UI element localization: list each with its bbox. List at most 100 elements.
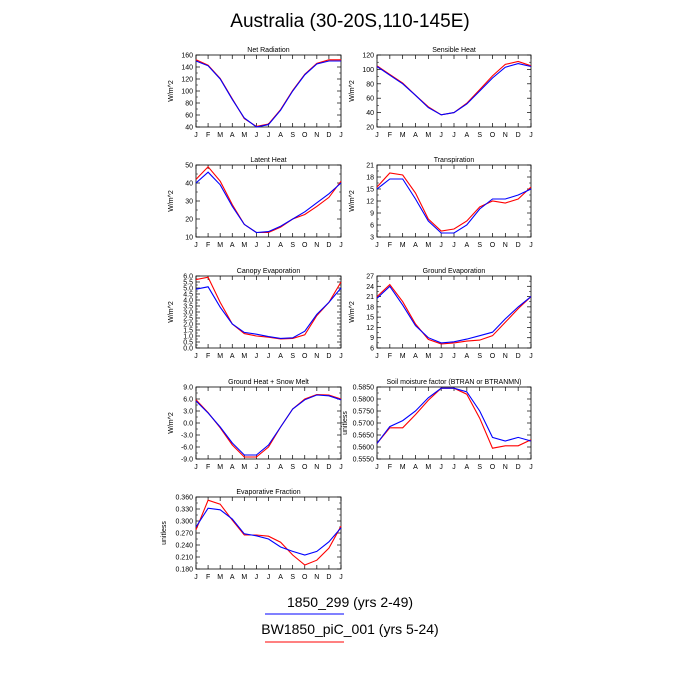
x-tick-label: A — [230, 464, 235, 471]
y-tick-label: 0.240 — [175, 543, 193, 550]
x-tick-label: N — [503, 353, 508, 360]
x-tick-label: N — [503, 132, 508, 139]
panel-7: Soil moisture factor (BTRAN or BTRANMN) J… — [342, 379, 533, 471]
y-tick-label: 60 — [366, 96, 374, 103]
x-tick-label: A — [278, 464, 283, 471]
x-tick-label: M — [217, 132, 223, 139]
y-tick-label: 21 — [366, 294, 374, 301]
y-tick-label: 0.180 — [175, 567, 193, 574]
x-tick-label: J — [452, 464, 456, 471]
y-tick-label: 0.210 — [175, 555, 193, 562]
y-tick-label: 3.5 — [183, 304, 193, 311]
x-tick-label: M — [425, 132, 431, 139]
y-tick-label: 4.5 — [183, 292, 193, 299]
x-tick-label: F — [388, 464, 392, 471]
x-tick-label: A — [413, 242, 418, 249]
y-tick-label: 6.0 — [183, 397, 193, 404]
x-tick-label: A — [464, 464, 469, 471]
x-tick-label: M — [217, 242, 223, 249]
x-tick-label: J — [439, 242, 443, 249]
x-tick-label: J — [375, 242, 379, 249]
x-tick-label: J — [375, 353, 379, 360]
x-tick-label: J — [194, 464, 198, 471]
panel-title: Net Radiation — [247, 47, 290, 54]
x-tick-label: D — [326, 353, 331, 360]
x-tick-label: J — [267, 242, 271, 249]
panel-title: Transpiration — [434, 157, 475, 164]
x-tick-label: N — [503, 464, 508, 471]
x-tick-label: D — [326, 574, 331, 581]
y-tick-label: 18 — [366, 175, 374, 182]
y-tick-label: 60 — [185, 113, 193, 120]
x-tick-label: S — [290, 464, 295, 471]
y-tick-label: 80 — [366, 81, 374, 88]
y-tick-label: 21 — [366, 163, 374, 170]
y-tick-label: 0.5650 — [353, 433, 375, 440]
y-axis-label: W/m^2 — [168, 412, 175, 434]
y-tick-label: 120 — [362, 53, 374, 60]
x-tick-label: J — [255, 132, 259, 139]
x-tick-label: A — [230, 353, 235, 360]
x-tick-label: F — [388, 242, 392, 249]
y-axis-label: W/m^2 — [168, 301, 175, 323]
y-tick-label: 2.5 — [183, 316, 193, 323]
y-tick-label: 30 — [185, 199, 193, 206]
y-tick-label: 1.5 — [183, 328, 193, 335]
y-tick-label: 0.5 — [183, 340, 193, 347]
y-axis-label: unitless — [161, 521, 168, 545]
x-tick-label: F — [206, 242, 210, 249]
x-tick-label: J — [375, 464, 379, 471]
plot-frame — [376, 386, 532, 460]
x-tick-label: O — [302, 574, 308, 581]
x-tick-label: O — [302, 353, 308, 360]
x-tick-label: O — [490, 464, 496, 471]
x-tick-label: S — [477, 353, 482, 360]
x-tick-label: J — [267, 464, 271, 471]
x-tick-label: N — [314, 464, 319, 471]
x-tick-label: J — [339, 464, 343, 471]
x-tick-label: F — [388, 353, 392, 360]
y-tick-label: 160 — [181, 53, 193, 60]
y-tick-label: 20 — [366, 125, 374, 132]
series-a-line — [376, 178, 532, 234]
y-tick-label: 50 — [185, 163, 193, 170]
x-tick-label: O — [302, 242, 308, 249]
y-tick-label: 18 — [366, 304, 374, 311]
series-b-line — [195, 394, 342, 458]
x-tick-label: N — [314, 132, 319, 139]
x-tick-label: F — [206, 132, 210, 139]
x-tick-label: J — [255, 242, 259, 249]
x-tick-label: N — [314, 242, 319, 249]
x-tick-label: J — [339, 353, 343, 360]
y-tick-label: 0.5700 — [353, 421, 375, 428]
x-tick-label: S — [290, 574, 295, 581]
y-tick-label: 1.0 — [183, 334, 193, 341]
x-tick-label: J — [255, 464, 259, 471]
x-tick-label: M — [400, 464, 406, 471]
x-tick-label: J — [529, 353, 533, 360]
x-tick-label: J — [194, 132, 198, 139]
x-tick-label: N — [503, 242, 508, 249]
x-tick-label: M — [400, 353, 406, 360]
y-tick-label: 6 — [370, 223, 374, 230]
y-tick-label: 5.0 — [183, 286, 193, 293]
panel-title: Ground Heat + Snow Melt — [228, 379, 309, 386]
y-axis-label: W/m^2 — [349, 301, 356, 323]
y-tick-label: 9 — [370, 211, 374, 218]
x-tick-label: A — [464, 132, 469, 139]
legend-series-a-label: 1850_299 (yrs 2-49) — [286, 594, 414, 610]
panel-title: Ground Evaporation — [423, 268, 486, 275]
series-b-line — [195, 276, 342, 340]
x-tick-label: O — [490, 132, 496, 139]
y-tick-label: 24 — [366, 284, 374, 291]
y-tick-label: 4.0 — [183, 298, 193, 305]
x-tick-label: A — [230, 242, 235, 249]
plot-frame — [376, 275, 532, 349]
x-tick-label: A — [464, 353, 469, 360]
x-tick-label: M — [425, 464, 431, 471]
y-tick-label: 9.0 — [183, 385, 193, 392]
x-tick-label: J — [529, 132, 533, 139]
x-tick-label: J — [194, 353, 198, 360]
x-tick-label: S — [477, 464, 482, 471]
